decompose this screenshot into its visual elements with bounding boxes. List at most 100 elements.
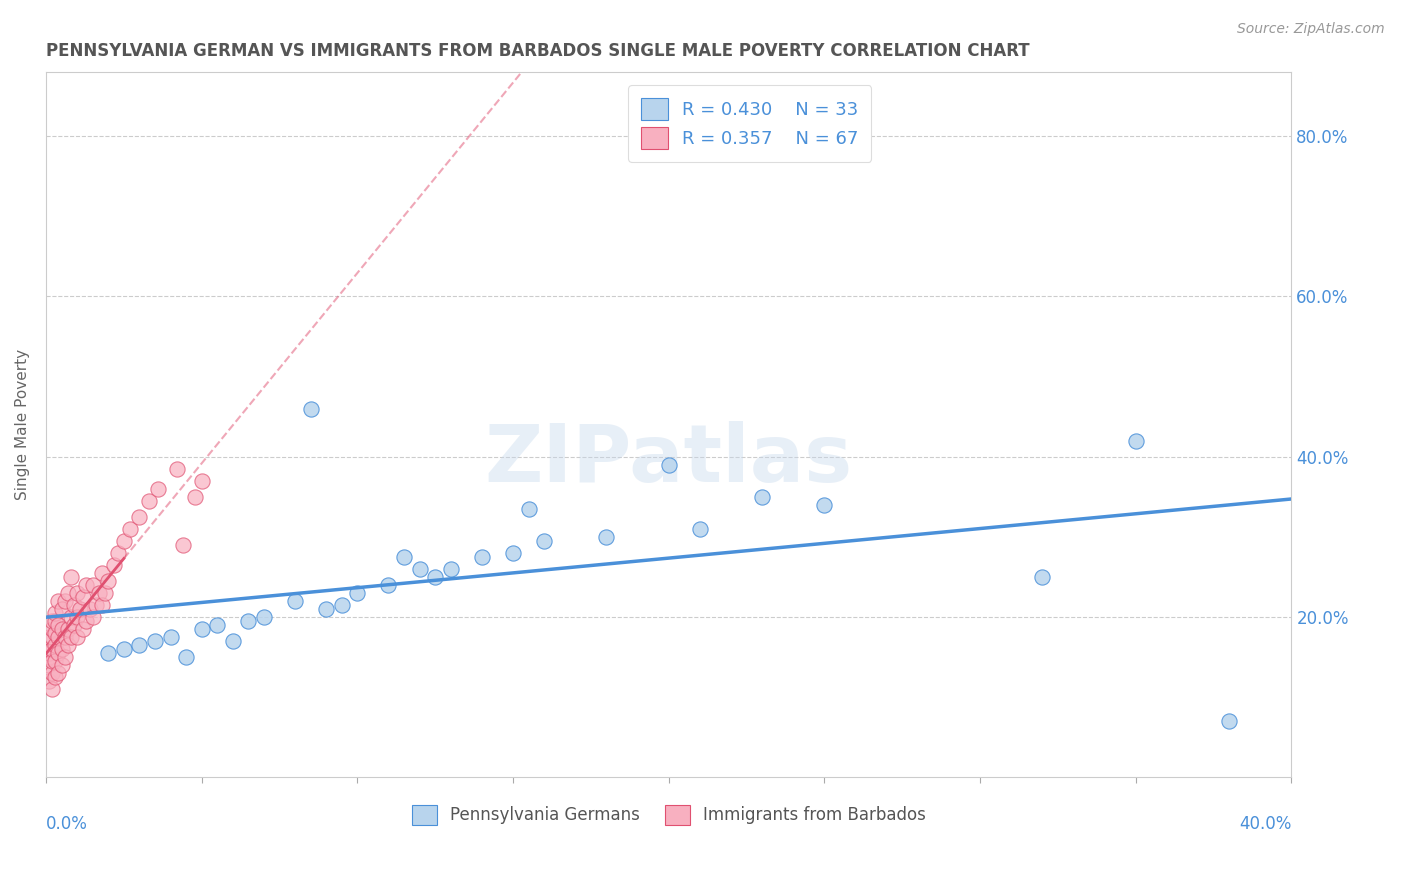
- Point: [87, 585, 110, 599]
- Point: [56, 622, 79, 636]
- Point: [377, 577, 399, 591]
- Point: [53, 649, 76, 664]
- Point: [91, 598, 114, 612]
- Point: [66, 609, 89, 624]
- Point: [44, 638, 66, 652]
- Point: [408, 561, 430, 575]
- Point: [41, 681, 63, 696]
- Point: [112, 641, 135, 656]
- Point: [94, 585, 117, 599]
- Point: [75, 577, 97, 591]
- Point: [107, 545, 129, 559]
- Point: [1218, 714, 1240, 728]
- Point: [97, 646, 120, 660]
- Point: [253, 609, 276, 624]
- Point: [190, 474, 212, 488]
- Point: [56, 638, 79, 652]
- Point: [112, 533, 135, 548]
- Point: [91, 566, 114, 580]
- Point: [44, 614, 66, 628]
- Point: [41, 665, 63, 680]
- Point: [44, 606, 66, 620]
- Point: [41, 654, 63, 668]
- Point: [159, 630, 181, 644]
- Point: [41, 641, 63, 656]
- Point: [51, 601, 73, 615]
- Point: [440, 561, 463, 575]
- Point: [138, 493, 160, 508]
- Point: [517, 501, 540, 516]
- Point: [63, 598, 86, 612]
- Point: [38, 673, 60, 688]
- Point: [533, 533, 555, 548]
- Point: [44, 654, 66, 668]
- Point: [1031, 569, 1053, 583]
- Y-axis label: Single Male Poverty: Single Male Poverty: [15, 349, 30, 500]
- Point: [53, 593, 76, 607]
- Point: [79, 601, 101, 615]
- Point: [51, 622, 73, 636]
- Point: [44, 625, 66, 640]
- Point: [103, 558, 125, 572]
- Point: [75, 614, 97, 628]
- Point: [751, 490, 773, 504]
- Point: [59, 569, 82, 583]
- Point: [425, 569, 447, 583]
- Point: [48, 630, 70, 644]
- Point: [38, 649, 60, 664]
- Point: [471, 549, 494, 564]
- Point: [41, 614, 63, 628]
- Point: [238, 614, 260, 628]
- Text: PENNSYLVANIA GERMAN VS IMMIGRANTS FROM BARBADOS SINGLE MALE POVERTY CORRELATION : PENNSYLVANIA GERMAN VS IMMIGRANTS FROM B…: [46, 42, 1029, 60]
- Point: [48, 593, 70, 607]
- Point: [166, 461, 188, 475]
- Point: [84, 598, 107, 612]
- Point: [184, 490, 207, 504]
- Point: [51, 641, 73, 656]
- Point: [658, 458, 681, 472]
- Point: [56, 585, 79, 599]
- Point: [59, 630, 82, 644]
- Point: [44, 670, 66, 684]
- Point: [813, 498, 835, 512]
- Point: [38, 641, 60, 656]
- Point: [595, 530, 617, 544]
- Point: [392, 549, 415, 564]
- Point: [502, 545, 524, 559]
- Point: [1125, 434, 1147, 448]
- Point: [82, 577, 104, 591]
- Point: [284, 593, 307, 607]
- Point: [128, 509, 150, 524]
- Point: [53, 630, 76, 644]
- Point: [41, 622, 63, 636]
- Point: [222, 633, 245, 648]
- Text: 40.0%: 40.0%: [1239, 815, 1292, 833]
- Point: [128, 638, 150, 652]
- Point: [41, 630, 63, 644]
- Point: [330, 598, 353, 612]
- Point: [72, 622, 94, 636]
- Point: [51, 657, 73, 672]
- Point: [38, 630, 60, 644]
- Point: [38, 657, 60, 672]
- Point: [66, 585, 89, 599]
- Point: [63, 617, 86, 632]
- Point: [38, 646, 60, 660]
- Point: [97, 574, 120, 588]
- Point: [82, 609, 104, 624]
- Point: [172, 537, 194, 551]
- Point: [59, 609, 82, 624]
- Point: [146, 482, 169, 496]
- Point: [299, 401, 322, 416]
- Text: Source: ZipAtlas.com: Source: ZipAtlas.com: [1237, 22, 1385, 37]
- Point: [205, 617, 228, 632]
- Point: [689, 522, 711, 536]
- Point: [48, 665, 70, 680]
- Point: [190, 622, 212, 636]
- Legend: Pennsylvania Germans, Immigrants from Barbados: Pennsylvania Germans, Immigrants from Ba…: [405, 798, 932, 831]
- Point: [315, 601, 337, 615]
- Point: [174, 649, 197, 664]
- Text: 0.0%: 0.0%: [46, 815, 87, 833]
- Text: ZIPatlas: ZIPatlas: [485, 421, 853, 499]
- Point: [72, 590, 94, 604]
